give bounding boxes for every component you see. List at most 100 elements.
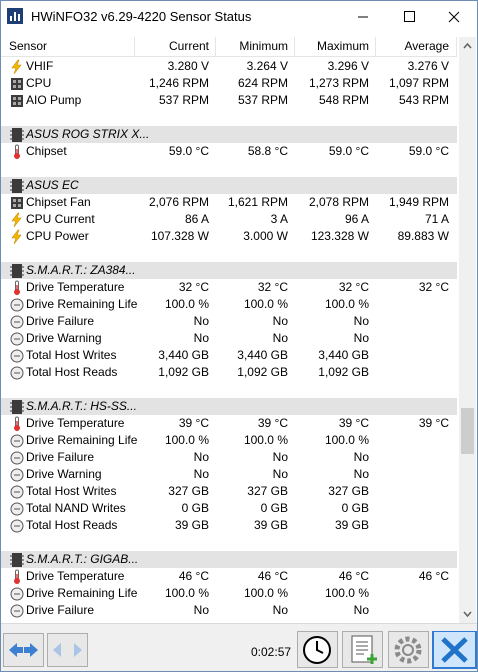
sensor-value: 96 A [344, 212, 369, 226]
column-title: Maximum [316, 39, 369, 53]
sensor-icon [9, 314, 25, 330]
window-controls[interactable] [341, 1, 477, 33]
column-divider [134, 37, 135, 56]
column-title: Minimum [239, 39, 288, 53]
sensor-label: Drive Failure [26, 450, 95, 464]
sensor-value: No [353, 450, 369, 464]
sensor-value: 86 A [184, 212, 209, 226]
sensor-value: No [353, 603, 369, 617]
sensor-icon [9, 467, 25, 483]
sensor-value: 1,273 RPM [308, 76, 369, 90]
sensor-icon [9, 586, 25, 602]
sensor-label: CPU Current [26, 212, 95, 226]
sensor-value: 100.0 % [324, 433, 369, 447]
sensor-value: 39 GB [253, 518, 288, 532]
column-title: Average [404, 39, 449, 53]
sensor-label: Total Host Writes [26, 484, 117, 498]
sensor-icon [9, 348, 25, 364]
scrollbar[interactable] [459, 37, 476, 623]
nav-buttons[interactable] [3, 633, 89, 667]
sensor-label: CPU Power [26, 229, 89, 243]
sensor-icon [9, 127, 25, 143]
sensor-value: 0 GB [341, 501, 369, 515]
sensor-label: Drive Warning [26, 331, 102, 345]
group-name: S.M.A.R.T.: ZA384... [26, 263, 136, 277]
sensor-value: 39 °C [418, 416, 449, 430]
group-name: S.M.A.R.T.: HS-SS... [26, 399, 137, 413]
sensor-icon [9, 144, 25, 160]
sensor-label: Chipset Fan [26, 195, 91, 209]
sensor-icon [9, 365, 25, 381]
sensor-value: No [353, 467, 369, 481]
sensor-label: AIO Pump [26, 93, 82, 107]
sensor-value: No [272, 314, 288, 328]
sensor-value: No [193, 314, 209, 328]
sensor-value: 3.280 V [167, 59, 209, 73]
sensor-value: 100.0 % [243, 433, 288, 447]
sensor-value: 3,440 GB [237, 348, 288, 362]
sensor-value: 543 RPM [398, 93, 449, 107]
column-title: Sensor [9, 39, 48, 53]
sensor-value: 32 °C [338, 280, 369, 294]
window-title: HWiNFO32 v6.29-4220 Sensor Status [31, 9, 252, 24]
group-header-bg [1, 551, 457, 568]
sensor-value: 107.328 W [150, 229, 209, 243]
sensor-icon [9, 263, 25, 279]
group-header-bg [1, 398, 457, 415]
sensor-icon [9, 229, 25, 245]
sensor-label: CPU [26, 76, 52, 90]
column-title: Current [168, 39, 209, 53]
sensor-label: Drive Temperature [26, 280, 125, 294]
sensor-value: 100.0 % [243, 297, 288, 311]
column-divider [294, 37, 295, 56]
sensor-value: 0 GB [181, 501, 209, 515]
sensor-icon [9, 552, 25, 568]
sensor-value: 39 °C [338, 416, 369, 430]
sensor-value: 100.0 % [164, 297, 209, 311]
sensor-icon [9, 603, 25, 619]
sensor-value: 58.8 °C [247, 144, 288, 158]
sensor-value: No [272, 450, 288, 464]
sensor-label: Total NAND Writes [26, 501, 126, 515]
sensor-value: No [272, 603, 288, 617]
sensor-value: 100.0 % [324, 297, 369, 311]
sensor-value: 3.296 V [327, 59, 369, 73]
sensor-value: 100.0 % [324, 586, 369, 600]
sensor-value: 100.0 % [164, 586, 209, 600]
sensor-value: No [353, 314, 369, 328]
group-header-bg [1, 126, 457, 143]
sensor-icon [9, 331, 25, 347]
timer: 0:02:57 [251, 645, 292, 659]
sensor-label: Drive Failure [26, 314, 95, 328]
sensor-value: 1,949 RPM [388, 195, 449, 209]
column-divider [375, 37, 376, 56]
sensor-value: 537 RPM [158, 93, 209, 107]
sensor-icon [9, 178, 25, 194]
sensor-icon [9, 59, 25, 75]
tool-buttons[interactable] [297, 631, 477, 669]
sensor-icon [9, 569, 25, 585]
sensor-icon [9, 76, 25, 92]
sensor-icon [9, 297, 25, 313]
sensor-icon [9, 501, 25, 517]
sensor-label: Drive Failure [26, 603, 95, 617]
sensor-value: 32 °C [257, 280, 288, 294]
sensor-value: No [193, 450, 209, 464]
group-name: ASUS ROG STRIX X... [26, 127, 150, 141]
sensor-value: 123.328 W [310, 229, 369, 243]
sensor-value: 39 °C [257, 416, 288, 430]
sensor-label: Drive Warning [26, 467, 102, 481]
sensor-value: 2,078 RPM [308, 195, 369, 209]
sensor-value: 1,092 GB [318, 365, 369, 379]
sensor-value: No [353, 331, 369, 345]
sensor-icon [9, 93, 25, 109]
sensor-value: 46 °C [338, 569, 369, 583]
sensor-icon [9, 518, 25, 534]
title-bar: HWiNFO32 v6.29-4220 Sensor Status [1, 1, 477, 33]
sensor-value: 1,092 GB [237, 365, 288, 379]
sensor-label: Total Host Reads [26, 518, 118, 532]
app-icon [7, 8, 23, 24]
sensor-value: 1,097 RPM [388, 76, 449, 90]
sensor-value: 100.0 % [164, 433, 209, 447]
sensor-value: 3 A [270, 212, 288, 226]
